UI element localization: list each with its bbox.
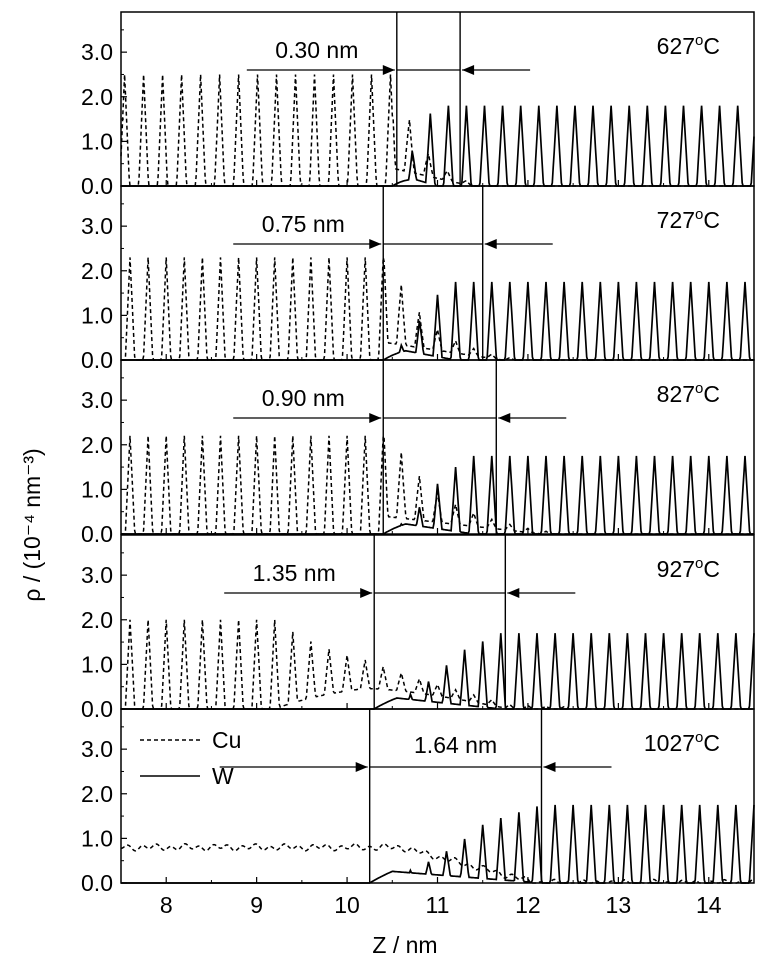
x-axis-label: Z / nm [372, 932, 437, 958]
panel-1: 0.0 1.0 2.0 3.0 0.30 nm 627oC [81, 11, 755, 199]
panel-5: 0.0 1.0 2.0 3.0 1.64 nm 1027oC Cu W [81, 708, 755, 896]
width-arrowhead-right [498, 413, 511, 423]
x-tick-label: 11 [426, 892, 450, 918]
temperature-value: 1027 [644, 730, 695, 756]
temperature-unit: C [703, 381, 720, 407]
interface-width-label: 1.64 nm [414, 732, 497, 758]
series-w-line [121, 455, 754, 535]
y-tick-label: 3.0 [81, 387, 113, 413]
temperature-label: 827oC [657, 380, 720, 407]
temperature-value: 727 [657, 207, 695, 233]
legend-label-w: W [212, 763, 234, 789]
panel-3: 0.0 1.0 2.0 3.0 0.90 nm 827oC [81, 359, 755, 547]
y-tick-label: 2.0 [81, 781, 113, 807]
series-w-line [121, 804, 755, 884]
degree-symbol: o [695, 380, 703, 397]
y-tick-label: 2.0 [81, 607, 113, 633]
width-arrowhead-right [543, 762, 556, 772]
temperature-unit: C [703, 556, 720, 582]
y-tick-label: 3.0 [81, 213, 113, 239]
temperature-unit: C [703, 33, 720, 59]
width-arrowhead-left [382, 65, 395, 75]
x-tick-label: 12 [515, 892, 541, 918]
y-tick-label: 3.0 [81, 562, 113, 588]
y-tick-label: 0.0 [81, 173, 113, 199]
x-tick-label: 8 [160, 892, 173, 918]
temperature-label: 927oC [657, 555, 720, 582]
temperature-value: 827 [657, 381, 695, 407]
legend-label-cu: Cu [212, 727, 241, 753]
temperature-value: 627 [657, 33, 695, 59]
y-tick-label: 0.0 [81, 521, 113, 547]
x-axis-label-text: Z / nm [372, 932, 437, 958]
y-tick-label: 1.0 [81, 651, 113, 677]
interface-width-label: 1.35 nm [253, 560, 336, 586]
degree-symbol: o [695, 32, 703, 49]
x-tick-label: 13 [606, 892, 632, 918]
x-tick-label: 10 [334, 892, 360, 918]
degree-symbol: o [695, 206, 703, 223]
temperature-label: 727oC [657, 206, 720, 233]
series-w-line [121, 105, 755, 187]
width-arrowhead-left [360, 588, 373, 598]
width-arrowhead-left [369, 413, 382, 423]
x-tick-label: 14 [696, 892, 722, 918]
y-tick-label: 0.0 [81, 347, 113, 373]
y-tick-label: 2.0 [81, 84, 113, 110]
interface-width-label: 0.30 nm [275, 37, 358, 63]
y-tick-label: 3.0 [81, 39, 113, 65]
y-tick-label: 1.0 [81, 128, 113, 154]
y-tick-label: 0.0 [81, 696, 113, 722]
temperature-value: 927 [657, 556, 695, 582]
y-tick-label: 0.0 [81, 870, 113, 896]
y-axis-label: ρ / (10⁻⁴ nm⁻³) [19, 448, 45, 601]
series-cu-line [121, 843, 755, 884]
temperature-label: 1027oC [644, 729, 720, 756]
width-arrowhead-right [507, 588, 520, 598]
width-arrowhead-right [484, 239, 497, 249]
temperature-unit: C [703, 207, 720, 233]
y-tick-label: 3.0 [81, 736, 113, 762]
y-tick-label: 1.0 [81, 476, 113, 502]
panel-4: 0.0 1.0 2.0 3.0 1.35 nm 927oC [81, 534, 755, 722]
temperature-unit: C [703, 730, 720, 756]
degree-symbol: o [695, 729, 703, 746]
width-arrowhead-left [355, 762, 368, 772]
interface-width-label: 0.75 nm [262, 211, 345, 237]
degree-symbol: o [695, 555, 703, 572]
series-cu-line [120, 74, 754, 187]
y-tick-label: 1.0 [81, 825, 113, 851]
width-arrowhead-left [369, 239, 382, 249]
panel-2: 0.0 1.0 2.0 3.0 0.75 nm 727oC [81, 185, 755, 373]
x-axis: 8 9 10 11 12 13 14 [160, 892, 722, 918]
x-tick-label: 9 [250, 892, 263, 918]
y-tick-label: 2.0 [81, 432, 113, 458]
legend: Cu W [140, 727, 241, 789]
y-tick-label: 2.0 [81, 258, 113, 284]
y-tick-label: 1.0 [81, 302, 113, 328]
interface-width-label: 0.90 nm [262, 385, 345, 411]
temperature-label: 627oC [657, 32, 720, 59]
width-arrowhead-right [462, 65, 475, 75]
